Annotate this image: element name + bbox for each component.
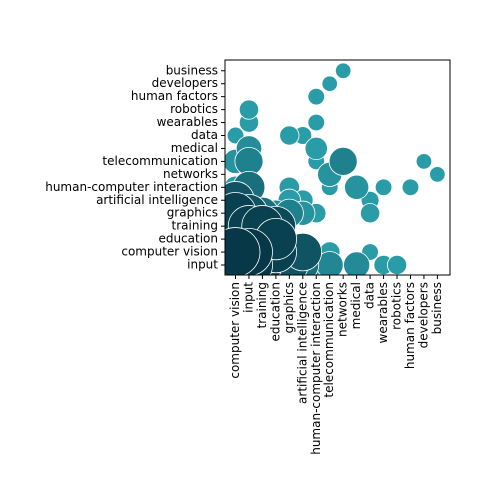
y-tick-label: data [191, 128, 218, 142]
y-tick-label: wearables [157, 115, 218, 129]
x-tick-label: wearables [376, 282, 390, 343]
x-tick-label: developers [416, 282, 430, 348]
y-tick-label: developers [152, 76, 218, 90]
y-tick-label: education [158, 232, 218, 246]
y-tick-label: networks [163, 167, 218, 181]
x-tick-label: robotics [390, 282, 404, 330]
y-tick-label: training [172, 219, 219, 233]
x-tick-label: data [363, 282, 377, 309]
bubble-point [225, 227, 261, 275]
x-tick-label: graphics [282, 282, 296, 333]
bubble-point [279, 125, 300, 146]
bubble-point [429, 166, 446, 183]
y-tick-label: computer vision [121, 245, 218, 259]
y-tick-label: business [166, 63, 218, 77]
y-tick-label: artificial intelligence [96, 193, 218, 207]
y-tick-label: input [187, 258, 218, 272]
x-tick-label: human factors [403, 282, 417, 369]
y-tick-label: robotics [170, 102, 218, 116]
plot-frame [224, 59, 451, 276]
x-tick-label: training [255, 282, 269, 329]
bubble-point [307, 87, 326, 106]
y-tick-label: human factors [131, 89, 218, 103]
y-tick-label: human-computer interaction [45, 180, 218, 194]
x-tick-label: medical [349, 282, 363, 329]
x-tick-label: business [430, 282, 444, 334]
bubble-point [360, 203, 381, 224]
bubble-point [386, 254, 408, 275]
bubble-point [415, 153, 433, 170]
x-tick-label: telecommunication [322, 282, 336, 398]
bubble-point [321, 75, 338, 92]
bubble-point [307, 113, 326, 132]
bubble-point [401, 178, 420, 197]
bubble-point [334, 62, 352, 79]
bubble-point [343, 251, 371, 275]
x-tick-label: input [241, 282, 255, 313]
bubble-layer [225, 62, 446, 275]
bubble-point [344, 174, 370, 200]
bubble-point [374, 178, 393, 197]
x-tick-label: networks [336, 282, 350, 337]
x-tick-label: education [268, 282, 282, 342]
y-tick-label: medical [171, 141, 218, 155]
bubble-point [304, 136, 328, 161]
x-axis: computer vision input training education gra… [228, 275, 444, 455]
x-tick-label: computer vision [228, 282, 242, 379]
bubble-point [328, 146, 358, 176]
y-tick-label: graphics [167, 206, 218, 220]
y-tick-label: telecommunication [102, 154, 218, 168]
x-tick-label: human-computer interaction [309, 282, 323, 455]
bubble-point [238, 99, 260, 120]
x-tick-label: artificial intelligence [295, 282, 309, 404]
